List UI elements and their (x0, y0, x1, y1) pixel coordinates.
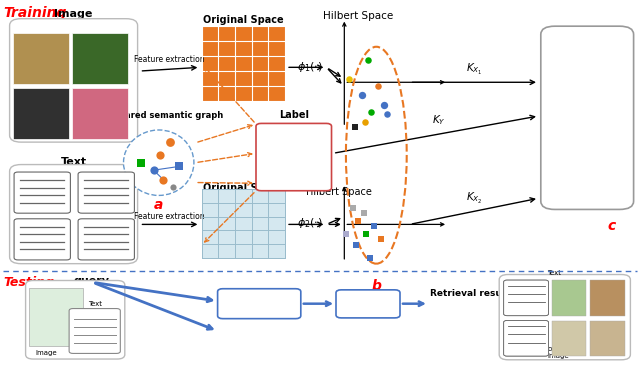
Point (361, 231, 371, 237)
Point (356, 92, 367, 98)
Text: Measure
Dependence: Measure Dependence (550, 100, 624, 128)
Point (369, 223, 380, 229)
Point (372, 83, 383, 89)
Point (379, 102, 389, 108)
Point (350, 124, 360, 130)
FancyBboxPatch shape (552, 280, 586, 316)
FancyBboxPatch shape (14, 219, 70, 260)
Text: $\phi_1(\cdot)$: $\phi_1(\cdot)$ (298, 60, 323, 74)
Text: Text: Text (61, 157, 86, 167)
Text: or
Image: or Image (547, 346, 569, 359)
Point (363, 57, 373, 63)
Text: $K_{X_2}$: $K_{X_2}$ (466, 191, 483, 206)
Point (365, 255, 375, 261)
Point (340, 231, 351, 237)
Text: 1   0   0: 1 0 0 (273, 131, 315, 140)
Text: Retrieval results: Retrieval results (430, 289, 515, 298)
Text: Original Space: Original Space (203, 183, 284, 193)
Text: or: or (91, 347, 99, 353)
Text: Testing: Testing (3, 276, 54, 289)
FancyBboxPatch shape (504, 321, 548, 356)
Point (174, 163, 184, 169)
Text: ...  ...  ...: ... ... ... (264, 159, 324, 168)
FancyBboxPatch shape (13, 88, 69, 139)
FancyBboxPatch shape (504, 280, 548, 316)
FancyBboxPatch shape (13, 33, 69, 84)
Text: Label: Label (280, 110, 309, 120)
Text: $K_Y$: $K_Y$ (431, 113, 445, 127)
FancyBboxPatch shape (78, 172, 134, 213)
Point (358, 210, 369, 216)
FancyBboxPatch shape (504, 280, 548, 316)
FancyBboxPatch shape (72, 33, 128, 84)
Text: $K_{X_1}$: $K_{X_1}$ (466, 62, 483, 77)
Text: $\phi_2(\cdot)$: $\phi_2(\cdot)$ (298, 215, 323, 230)
FancyBboxPatch shape (590, 321, 625, 356)
Point (376, 236, 386, 242)
Text: Training: Training (3, 6, 67, 19)
FancyBboxPatch shape (552, 321, 586, 356)
Text: Original Space: Original Space (203, 15, 284, 25)
Text: Image: Image (35, 350, 57, 356)
FancyBboxPatch shape (541, 26, 634, 209)
Text: Image: Image (54, 9, 93, 19)
FancyBboxPatch shape (14, 172, 70, 213)
Text: Text: Text (547, 270, 561, 276)
Point (366, 109, 376, 115)
FancyBboxPatch shape (202, 26, 285, 101)
Point (344, 76, 354, 82)
Text: Shared semantic graph: Shared semantic graph (113, 111, 223, 120)
Point (360, 119, 370, 125)
FancyBboxPatch shape (72, 88, 128, 139)
Point (158, 177, 168, 183)
Text: c: c (607, 219, 615, 233)
Point (148, 167, 159, 173)
Point (168, 184, 178, 190)
FancyBboxPatch shape (10, 165, 138, 264)
FancyBboxPatch shape (336, 290, 400, 318)
Text: Feature extraction: Feature extraction (134, 55, 205, 64)
Text: b: b (371, 279, 381, 292)
Text: Hilbert Space: Hilbert Space (307, 187, 372, 197)
Text: representation: representation (226, 299, 292, 308)
Text: Dataset: Dataset (350, 299, 386, 308)
Text: 1   1   0: 1 1 0 (273, 145, 315, 154)
FancyBboxPatch shape (499, 275, 630, 360)
Point (136, 160, 146, 166)
FancyBboxPatch shape (202, 189, 285, 258)
Text: Hilbert Space: Hilbert Space (323, 11, 394, 21)
Point (382, 111, 392, 117)
Text: Feature extraction: Feature extraction (134, 212, 205, 221)
FancyBboxPatch shape (26, 280, 125, 359)
Text: Text: Text (88, 301, 102, 307)
Text: a: a (154, 198, 163, 212)
Ellipse shape (124, 130, 194, 196)
FancyBboxPatch shape (78, 219, 134, 260)
Point (155, 152, 165, 158)
Point (351, 242, 361, 248)
Point (353, 218, 364, 224)
FancyBboxPatch shape (29, 288, 83, 346)
FancyBboxPatch shape (590, 280, 625, 316)
FancyBboxPatch shape (10, 19, 138, 142)
Text: query: query (74, 276, 109, 286)
Text: 0   0   1: 0 0 1 (273, 174, 315, 183)
FancyBboxPatch shape (218, 289, 301, 319)
FancyBboxPatch shape (504, 321, 548, 356)
Point (164, 139, 175, 145)
FancyBboxPatch shape (69, 309, 120, 353)
Point (348, 205, 358, 211)
FancyBboxPatch shape (256, 123, 332, 191)
